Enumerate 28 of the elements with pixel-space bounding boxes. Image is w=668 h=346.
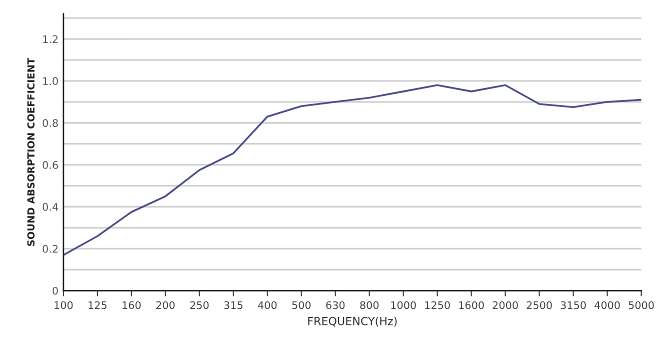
x-tick-label: 500 [292, 301, 311, 310]
x-tick-label: 1250 [425, 301, 450, 310]
x-tick-label: 3150 [560, 301, 586, 310]
x-tick-label: 5000 [628, 301, 654, 310]
x-tick-label: 125 [88, 301, 106, 310]
y-tick-label: 0.8 [42, 119, 58, 127]
x-tick-label: 100 [54, 301, 73, 310]
y-tick-label: 1.0 [43, 77, 58, 86]
x-tick-label: 1600 [459, 301, 484, 310]
y-tick-label: 0.6 [42, 161, 58, 169]
x-tick-label: 160 [122, 301, 141, 310]
x-tick-label: 2500 [526, 301, 552, 310]
x-tick-label: 250 [190, 301, 209, 310]
line-series [63, 84, 642, 256]
x-tick-label: 1000 [391, 301, 416, 310]
x-tick-label: 400 [258, 301, 277, 310]
x-tick-label: 800 [360, 301, 379, 310]
x-tick-label: 630 [326, 301, 345, 310]
y-tick-label: 0 [52, 286, 58, 295]
x-axis-title: FREQUENCY(Hz) [308, 316, 397, 327]
x-tick-label: 315 [224, 301, 242, 310]
y-axis-title: SOUND ABSORPTION COEFFICIENT [27, 58, 35, 246]
x-tick-label: 200 [156, 301, 175, 310]
y-tick-label: 0.2 [42, 244, 58, 253]
x-tick-label: 2000 [492, 301, 518, 310]
x-tick-label: 4000 [594, 301, 620, 310]
y-tick-label: 1.2 [43, 35, 58, 43]
y-tick-label: 0.4 [42, 202, 58, 211]
